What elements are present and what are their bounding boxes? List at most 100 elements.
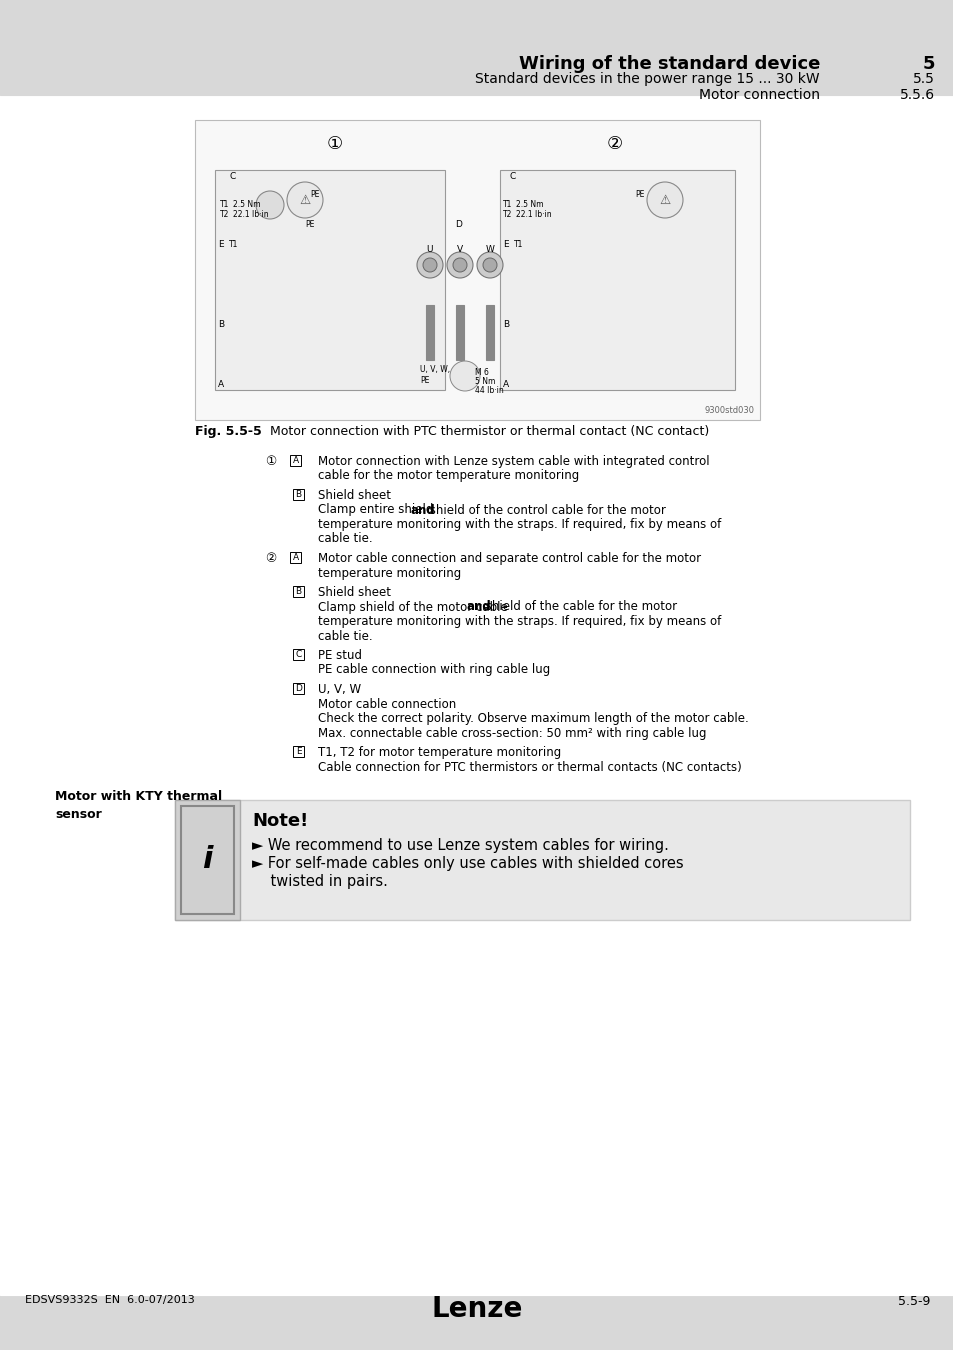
Text: shield of the cable for the motor: shield of the cable for the motor xyxy=(481,601,677,613)
Text: ②: ② xyxy=(265,552,276,566)
Text: Standard devices in the power range 15 ... 30 kW: Standard devices in the power range 15 .… xyxy=(475,72,820,86)
Circle shape xyxy=(453,258,467,271)
Text: Max. connectable cable cross-section: 50 mm² with ring cable lug: Max. connectable cable cross-section: 50… xyxy=(317,726,706,740)
Bar xyxy=(174,801,240,919)
Text: temperature monitoring with the straps. If required, fix by means of: temperature monitoring with the straps. … xyxy=(317,616,720,628)
Text: T1: T1 xyxy=(229,240,238,248)
Text: C: C xyxy=(510,171,516,181)
Text: 5.5: 5.5 xyxy=(912,72,934,86)
Circle shape xyxy=(447,252,473,278)
Text: Note!: Note! xyxy=(252,811,308,830)
Text: 44 lb·in: 44 lb·in xyxy=(475,386,503,396)
Circle shape xyxy=(450,360,479,392)
Bar xyxy=(499,170,734,390)
Text: and: and xyxy=(411,504,436,517)
Text: ⚠: ⚠ xyxy=(299,193,311,207)
Text: 2.5 Nm: 2.5 Nm xyxy=(516,200,543,209)
Bar xyxy=(181,806,233,914)
Text: cable tie.: cable tie. xyxy=(317,532,373,545)
Text: E: E xyxy=(218,240,223,248)
Text: shield of the control cable for the motor: shield of the control cable for the moto… xyxy=(426,504,665,517)
Bar xyxy=(174,801,909,919)
Text: ⚠: ⚠ xyxy=(659,193,670,207)
Text: 9300std030: 9300std030 xyxy=(704,406,754,414)
Text: 5.5-9: 5.5-9 xyxy=(897,1295,929,1308)
Circle shape xyxy=(416,252,442,278)
Text: twisted in pairs.: twisted in pairs. xyxy=(252,873,388,890)
Text: Shield sheet: Shield sheet xyxy=(317,489,391,502)
Text: PE: PE xyxy=(635,190,643,198)
Text: T2: T2 xyxy=(220,211,229,219)
Text: W: W xyxy=(485,244,494,254)
Text: U: U xyxy=(426,244,433,254)
Text: Motor cable connection: Motor cable connection xyxy=(317,698,456,710)
Text: PE cable connection with ring cable lug: PE cable connection with ring cable lug xyxy=(317,663,550,676)
Text: 22.1 lb·in: 22.1 lb·in xyxy=(233,211,269,219)
Text: B: B xyxy=(295,587,301,595)
Text: T1: T1 xyxy=(514,240,523,248)
Text: U, V, W,: U, V, W, xyxy=(419,364,450,374)
Bar xyxy=(293,489,304,500)
Text: Lenze: Lenze xyxy=(431,1295,522,1323)
Text: Motor connection with Lenze system cable with integrated control: Motor connection with Lenze system cable… xyxy=(317,455,709,468)
Text: Clamp shield of the motor cable: Clamp shield of the motor cable xyxy=(317,601,511,613)
Text: T1: T1 xyxy=(220,200,229,209)
Bar xyxy=(485,305,494,360)
Text: ► We recommend to use Lenze system cables for wiring.: ► We recommend to use Lenze system cable… xyxy=(252,838,668,853)
Text: ②: ② xyxy=(606,135,622,153)
Text: Shield sheet: Shield sheet xyxy=(317,586,391,599)
Text: T2: T2 xyxy=(502,211,512,219)
Text: A: A xyxy=(293,456,298,464)
Text: 22.1 lb·in: 22.1 lb·in xyxy=(516,211,551,219)
Bar xyxy=(290,552,301,563)
Text: Fig. 5.5-5: Fig. 5.5-5 xyxy=(194,425,261,437)
Text: PE: PE xyxy=(305,220,314,230)
Bar xyxy=(290,455,301,466)
Text: B: B xyxy=(502,320,509,329)
Text: 5: 5 xyxy=(922,55,934,73)
Text: T1: T1 xyxy=(502,200,512,209)
Circle shape xyxy=(422,258,436,271)
Text: cable for the motor temperature monitoring: cable for the motor temperature monitori… xyxy=(317,470,578,482)
Text: D: D xyxy=(294,684,301,693)
Text: E: E xyxy=(502,240,508,248)
Bar xyxy=(0,95,953,1295)
Text: D: D xyxy=(455,220,461,230)
Text: temperature monitoring with the straps. If required, fix by means of: temperature monitoring with the straps. … xyxy=(317,518,720,531)
Text: C: C xyxy=(295,649,301,659)
Text: and: and xyxy=(466,601,491,613)
Bar xyxy=(194,120,760,420)
Text: A: A xyxy=(218,379,224,389)
Bar xyxy=(293,683,304,694)
Text: C: C xyxy=(230,171,236,181)
Text: V: V xyxy=(456,244,462,254)
Text: ①: ① xyxy=(327,135,343,153)
Text: ①: ① xyxy=(265,455,276,468)
Text: PE: PE xyxy=(310,190,319,198)
Text: PE: PE xyxy=(419,377,429,385)
Text: A: A xyxy=(293,554,298,562)
Circle shape xyxy=(255,190,284,219)
Circle shape xyxy=(482,258,497,271)
Text: Clamp entire shield: Clamp entire shield xyxy=(317,504,436,517)
Text: 5.5.6: 5.5.6 xyxy=(899,88,934,103)
Text: U, V, W: U, V, W xyxy=(317,683,361,697)
Text: PE stud: PE stud xyxy=(317,649,361,662)
Circle shape xyxy=(476,252,502,278)
Text: Cable connection for PTC thermistors or thermal contacts (NC contacts): Cable connection for PTC thermistors or … xyxy=(317,760,741,774)
Text: EDSVS9332S  EN  6.0-07/2013: EDSVS9332S EN 6.0-07/2013 xyxy=(25,1295,194,1305)
Text: T1, T2 for motor temperature monitoring: T1, T2 for motor temperature monitoring xyxy=(317,747,560,759)
Bar xyxy=(293,747,304,757)
Text: Motor connection with PTC thermistor or thermal contact (NC contact): Motor connection with PTC thermistor or … xyxy=(270,425,708,437)
Bar xyxy=(293,586,304,597)
Text: E: E xyxy=(295,747,301,756)
Bar xyxy=(214,170,444,390)
Text: i: i xyxy=(202,845,213,875)
Text: ► For self-made cables only use cables with shielded cores: ► For self-made cables only use cables w… xyxy=(252,856,683,871)
Bar xyxy=(293,649,304,660)
Text: cable tie.: cable tie. xyxy=(317,629,373,643)
Text: M 6: M 6 xyxy=(475,369,488,377)
Text: Wiring of the standard device: Wiring of the standard device xyxy=(518,55,820,73)
Text: Motor connection: Motor connection xyxy=(699,88,820,103)
Text: Motor with KTY thermal
sensor: Motor with KTY thermal sensor xyxy=(55,790,222,821)
